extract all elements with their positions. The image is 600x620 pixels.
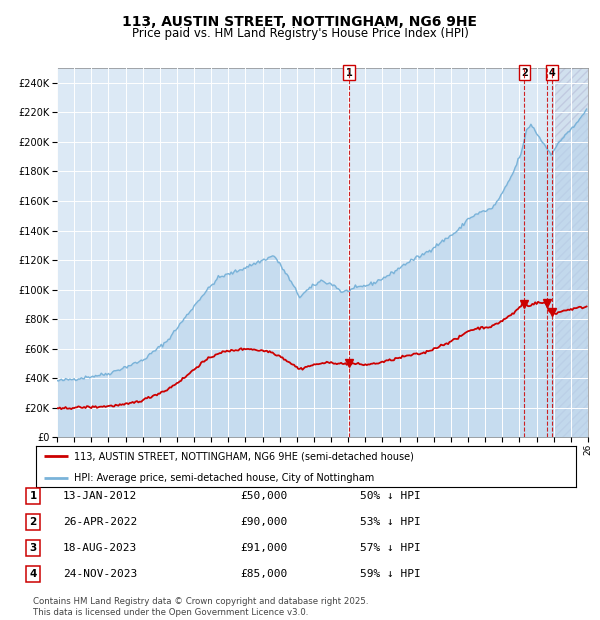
Bar — [552, 68, 588, 437]
Text: 113, AUSTIN STREET, NOTTINGHAM, NG6 9HE (semi-detached house): 113, AUSTIN STREET, NOTTINGHAM, NG6 9HE … — [74, 451, 413, 461]
Text: Price paid vs. HM Land Registry's House Price Index (HPI): Price paid vs. HM Land Registry's House … — [131, 27, 469, 40]
Text: £91,000: £91,000 — [240, 543, 287, 553]
Text: Contains HM Land Registry data © Crown copyright and database right 2025.
This d: Contains HM Land Registry data © Crown c… — [33, 598, 368, 617]
Text: 59% ↓ HPI: 59% ↓ HPI — [360, 569, 421, 579]
Text: 1: 1 — [29, 491, 37, 501]
Text: 4: 4 — [548, 68, 556, 78]
Bar — [552, 68, 588, 437]
Text: £85,000: £85,000 — [240, 569, 287, 579]
Text: 113, AUSTIN STREET, NOTTINGHAM, NG6 9HE: 113, AUSTIN STREET, NOTTINGHAM, NG6 9HE — [122, 16, 478, 30]
Text: 2: 2 — [521, 68, 528, 78]
Text: 50% ↓ HPI: 50% ↓ HPI — [360, 491, 421, 501]
Text: 18-AUG-2023: 18-AUG-2023 — [63, 543, 137, 553]
Text: 2: 2 — [29, 517, 37, 527]
Text: 57% ↓ HPI: 57% ↓ HPI — [360, 543, 421, 553]
Text: 3: 3 — [29, 543, 37, 553]
Text: 26-APR-2022: 26-APR-2022 — [63, 517, 137, 527]
Text: £90,000: £90,000 — [240, 517, 287, 527]
Text: 4: 4 — [29, 569, 37, 579]
Text: HPI: Average price, semi-detached house, City of Nottingham: HPI: Average price, semi-detached house,… — [74, 473, 374, 483]
Text: 53% ↓ HPI: 53% ↓ HPI — [360, 517, 421, 527]
Text: 1: 1 — [346, 68, 352, 78]
Text: 24-NOV-2023: 24-NOV-2023 — [63, 569, 137, 579]
Text: £50,000: £50,000 — [240, 491, 287, 501]
Text: 13-JAN-2012: 13-JAN-2012 — [63, 491, 137, 501]
